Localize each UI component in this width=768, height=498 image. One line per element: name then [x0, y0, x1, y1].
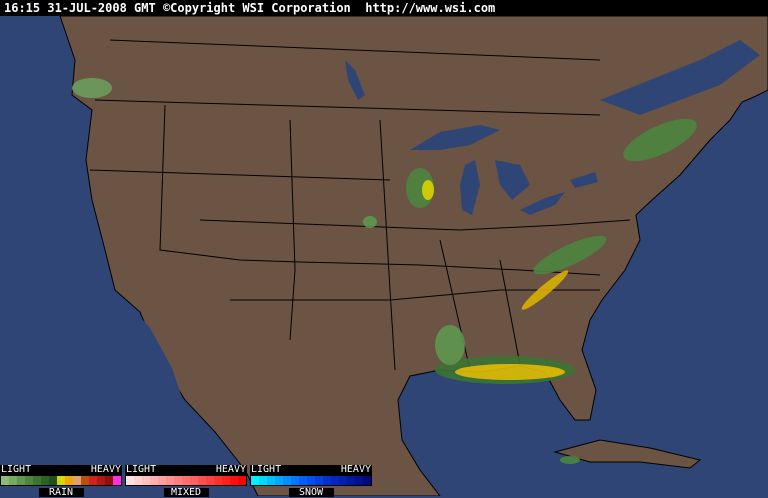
legend-color-scale: [0, 475, 122, 486]
radar-echo: [560, 456, 580, 464]
legend-swatch: [97, 476, 105, 485]
legend-swatch: [89, 476, 97, 485]
legend-swatch: [41, 476, 49, 485]
legend-name: SNOW: [288, 488, 334, 498]
legend-swatch: [73, 476, 81, 485]
legend-swatch: [25, 476, 33, 485]
lake-superior: [410, 125, 500, 150]
lake-michigan: [460, 160, 480, 215]
legend-swatch: [339, 476, 347, 485]
radar-echo: [533, 235, 607, 275]
radar-echo: [455, 364, 565, 380]
cuba: [553, 439, 702, 469]
legend-swatch: [214, 476, 222, 485]
legend-color-scale: [125, 475, 247, 486]
radar-echo: [363, 216, 377, 228]
legend-light-label: LIGHT: [1, 464, 32, 475]
radar-echo: [72, 78, 112, 98]
legend-swatch: [291, 476, 299, 485]
legend-swatch: [299, 476, 307, 485]
legend-swatch: [174, 476, 182, 485]
legend-swatch: [158, 476, 166, 485]
radar-echo: [435, 325, 465, 365]
legend-swatch: [259, 476, 267, 485]
legend-color-scale: [250, 475, 372, 486]
legend-name: MIXED: [163, 488, 209, 498]
gulf-of-st-lawrence: [600, 40, 760, 115]
legend-light-label: LIGHT: [251, 464, 282, 475]
radar-echo: [521, 270, 569, 310]
legend-swatch: [331, 476, 339, 485]
legend-swatch: [283, 476, 291, 485]
legend-swatch: [307, 476, 315, 485]
legend-swatch: [355, 476, 363, 485]
legend-swatch: [126, 476, 134, 485]
legend-swatch: [105, 476, 113, 485]
gulf-of-california: [125, 300, 182, 398]
timestamp-copyright-bar: 16:15 31-JUL-2008 GMT ©Copyright WSI Cor…: [0, 0, 768, 16]
radar-precipitation: [72, 78, 697, 464]
legend-swatch: [65, 476, 73, 485]
legend-heavy-label: HEAVY: [215, 464, 246, 475]
legend-swatch: [230, 476, 238, 485]
legend-swatch: [267, 476, 275, 485]
legend-light-label: LIGHT: [126, 464, 157, 475]
legend-swatch: [150, 476, 158, 485]
legend-swatch: [251, 476, 259, 485]
legend-swatch: [190, 476, 198, 485]
legend-swatch: [275, 476, 283, 485]
legend-swatch: [17, 476, 25, 485]
state-borders: [89, 39, 631, 371]
legend-swatch: [198, 476, 206, 485]
legend-swatch: [1, 476, 9, 485]
legend-rain: LIGHT HEAVY RAIN: [0, 464, 122, 498]
legend-swatch: [134, 476, 142, 485]
legend-swatch: [57, 476, 65, 485]
lake-erie: [520, 192, 565, 215]
radar-echo: [623, 118, 697, 162]
legend-swatch: [363, 476, 371, 485]
lake-winnipeg: [345, 60, 365, 100]
radar-echo: [422, 180, 434, 200]
legend-swatch: [142, 476, 150, 485]
legend-swatch: [33, 476, 41, 485]
legend-swatch: [113, 476, 121, 485]
legend-swatch: [9, 476, 17, 485]
lake-huron: [495, 160, 530, 200]
legend-swatch: [166, 476, 174, 485]
legend-heavy-label: HEAVY: [90, 464, 121, 475]
legend-swatch: [49, 476, 57, 485]
legend-mixed: LIGHT HEAVY MIXED: [125, 464, 247, 498]
legend-swatch: [238, 476, 246, 485]
legend-heavy-label: HEAVY: [340, 464, 371, 475]
legend-swatch: [81, 476, 89, 485]
legend-name: RAIN: [38, 488, 84, 498]
legend-snow: LIGHT HEAVY SNOW: [250, 464, 372, 498]
legend-swatch: [222, 476, 230, 485]
legend-swatch: [315, 476, 323, 485]
lake-ontario: [570, 172, 598, 188]
legend-swatch: [323, 476, 331, 485]
legend-swatch: [182, 476, 190, 485]
legend-swatch: [206, 476, 214, 485]
legend-swatch: [347, 476, 355, 485]
